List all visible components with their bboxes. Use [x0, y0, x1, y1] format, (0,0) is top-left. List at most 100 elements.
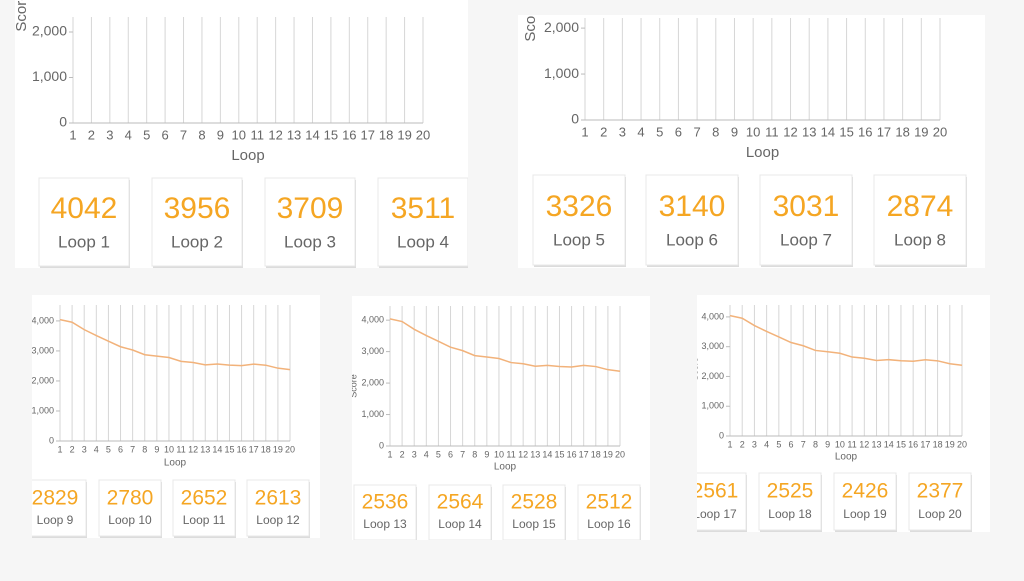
- y-axis-label: Score: [13, 0, 30, 32]
- x-tick-label: 3: [106, 127, 113, 142]
- y-tick-label: 1,000: [544, 65, 579, 81]
- y-tick-label: 3,000: [361, 346, 384, 356]
- x-tick-label: 17: [920, 439, 930, 449]
- score-card: [532, 174, 626, 266]
- x-tick-label: 10: [494, 449, 504, 459]
- x-tick-label: 16: [908, 439, 918, 449]
- card-label: Loop 3: [284, 232, 336, 251]
- x-tick-label: 8: [198, 127, 205, 142]
- x-tick-label: 2: [70, 444, 75, 454]
- x-tick-label: 16: [567, 449, 577, 459]
- card-label: Loop 8: [894, 230, 946, 249]
- x-tick-label: 12: [859, 439, 869, 449]
- x-tick-label: 11: [176, 444, 185, 454]
- card-score: 2536: [362, 491, 409, 514]
- x-tick-label: 14: [821, 124, 835, 139]
- card-label: Loop 12: [256, 513, 300, 527]
- x-tick-label: 16: [858, 124, 872, 139]
- y-tick-label: 0: [59, 114, 67, 130]
- x-tick-label: 10: [232, 127, 246, 142]
- x-tick-label: 9: [731, 124, 738, 139]
- x-tick-label: 11: [847, 439, 856, 449]
- score-card: [697, 472, 747, 531]
- x-tick-label: 20: [957, 439, 967, 449]
- panel: 1 2 3 4 5 6 7 8 9 10 11 12 13 14 15 16 17 18 19 2001,0002,0…: [689, 295, 990, 532]
- x-tick-label: 17: [579, 449, 589, 459]
- y-axis-label: Score: [689, 357, 699, 381]
- y-tick-label: 0: [571, 111, 579, 127]
- score-card: [377, 177, 468, 267]
- x-tick-label: 11: [765, 124, 779, 139]
- x-tick-label: 20: [285, 444, 295, 454]
- x-tick-label: 19: [273, 444, 283, 454]
- x-tick-label: 19: [914, 124, 928, 139]
- x-tick-label: 16: [342, 127, 356, 142]
- panel: 1 2 3 4 5 6 7 8 9 10 11 12 13 14 15 16 17 18 19 2001,0002,0…: [518, 15, 985, 268]
- y-tick-label: 2,000: [361, 377, 384, 387]
- score-card: [98, 479, 162, 537]
- x-tick-label: 20: [416, 127, 430, 142]
- card-score: 2564: [437, 491, 484, 514]
- x-tick-label: 8: [472, 449, 477, 459]
- x-tick-label: 5: [143, 127, 150, 142]
- x-tick-label: 13: [872, 439, 882, 449]
- x-tick-label: 18: [261, 444, 271, 454]
- score-card: [873, 174, 967, 266]
- x-tick-label: 1: [581, 124, 588, 139]
- x-tick-label: 2: [600, 124, 607, 139]
- card-label: Loop 2: [171, 232, 223, 251]
- card-score: 2377: [917, 480, 964, 503]
- card-score: 3326: [546, 190, 613, 223]
- y-tick-label: 0: [379, 440, 384, 450]
- card-score: 2561: [692, 480, 739, 503]
- x-tick-label: 15: [224, 444, 234, 454]
- card-score: 3031: [773, 190, 840, 223]
- x-tick-label: 1: [727, 439, 732, 449]
- score-card: [758, 472, 822, 531]
- x-tick-label: 7: [460, 449, 465, 459]
- x-tick-label: 17: [361, 127, 375, 142]
- x-tick-label: 8: [712, 124, 719, 139]
- card-label: Loop 18: [768, 507, 812, 521]
- x-tick-label: 6: [448, 449, 453, 459]
- y-tick-label: 3,000: [31, 345, 54, 355]
- x-tick-label: 7: [693, 124, 700, 139]
- card-label: Loop 1: [58, 232, 110, 251]
- x-axis-label: Loop: [164, 458, 187, 469]
- card-label: Loop 7: [780, 230, 832, 249]
- y-tick-label: 3,000: [701, 341, 724, 351]
- y-tick-label: 4,000: [31, 315, 54, 325]
- card-label: Loop 14: [438, 517, 482, 531]
- card-score: 2652: [181, 487, 228, 510]
- card-label: Loop 4: [397, 232, 449, 251]
- x-tick-label: 9: [217, 127, 224, 142]
- card-label: Loop 9: [37, 513, 74, 527]
- x-tick-label: 6: [675, 124, 682, 139]
- score-card: [645, 174, 739, 266]
- card-label: Loop 20: [918, 507, 962, 521]
- x-tick-label: 9: [825, 439, 830, 449]
- score-card: [264, 177, 356, 267]
- x-tick-label: 3: [412, 449, 417, 459]
- card-label: Loop 6: [666, 230, 718, 249]
- x-tick-label: 15: [896, 439, 906, 449]
- y-tick-label: 2,000: [701, 371, 724, 381]
- x-tick-label: 17: [877, 124, 891, 139]
- x-tick-label: 5: [106, 444, 111, 454]
- card-score: 3511: [391, 192, 456, 225]
- y-tick-label: 2,000: [544, 19, 579, 35]
- x-tick-label: 14: [212, 444, 222, 454]
- x-axis-label: Loop: [231, 147, 264, 164]
- x-tick-label: 13: [530, 449, 540, 459]
- score-card: [353, 484, 417, 540]
- y-tick-label: 4,000: [361, 315, 384, 325]
- card-score: 2874: [887, 190, 954, 223]
- score-card: [833, 472, 897, 531]
- card-label: Loop 19: [843, 507, 887, 521]
- score-card: [172, 479, 236, 537]
- y-tick-label: 1,000: [32, 68, 67, 84]
- x-tick-label: 5: [436, 449, 441, 459]
- x-tick-label: 19: [603, 449, 613, 459]
- score-card: [577, 484, 641, 540]
